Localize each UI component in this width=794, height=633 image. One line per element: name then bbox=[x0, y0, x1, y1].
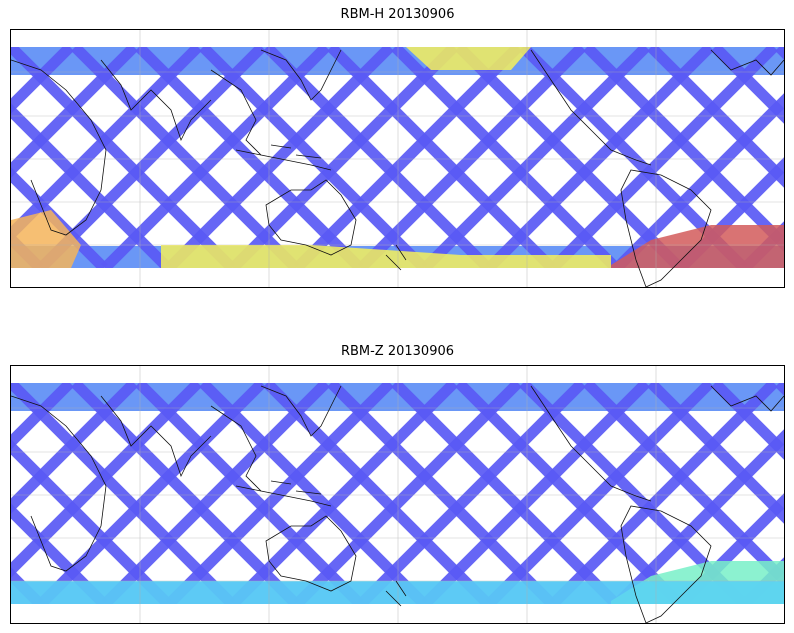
descending-track bbox=[711, 383, 784, 460]
map-canvas-rbm-h bbox=[11, 30, 784, 287]
graticule bbox=[11, 30, 784, 287]
descending-track bbox=[391, 383, 620, 604]
descending-track bbox=[263, 47, 492, 268]
descending-track bbox=[391, 47, 620, 268]
coastline-segment bbox=[235, 480, 322, 495]
coastline-segment bbox=[235, 144, 322, 159]
coastlines bbox=[11, 385, 784, 623]
descending-track bbox=[327, 47, 556, 268]
map-canvas-rbm-z bbox=[11, 366, 784, 623]
hotspot-south-atlantic-south bbox=[611, 225, 784, 268]
coastline-segment bbox=[385, 580, 407, 607]
ascending-track bbox=[37, 47, 266, 268]
descending-track bbox=[11, 503, 108, 604]
ascending-track bbox=[11, 47, 138, 178]
coastline-segment bbox=[710, 385, 784, 412]
coastline-segment bbox=[265, 179, 357, 256]
ascending-track bbox=[613, 429, 784, 604]
ascending-track bbox=[11, 47, 74, 114]
descending-track bbox=[11, 103, 172, 268]
hotspot-north-pacific-top bbox=[406, 47, 531, 70]
ascending-track bbox=[11, 383, 202, 578]
coastline-segment bbox=[710, 49, 784, 76]
ascending-track bbox=[293, 383, 522, 604]
ascending-track bbox=[549, 47, 778, 268]
coastline-segment bbox=[210, 405, 332, 507]
ascending-track bbox=[485, 383, 714, 604]
descending-track bbox=[327, 383, 556, 604]
coastline-segment bbox=[530, 385, 652, 502]
coastline-segment bbox=[210, 69, 332, 171]
descending-track bbox=[11, 47, 236, 268]
descending-track bbox=[135, 383, 364, 604]
descending-track bbox=[71, 47, 300, 268]
ascending-track bbox=[165, 47, 394, 268]
ascending-track bbox=[421, 383, 650, 604]
coastline-segment bbox=[100, 395, 212, 478]
hotspot-southern-indian-edge bbox=[11, 210, 81, 268]
graticule bbox=[11, 366, 784, 623]
hotspot-south-pacific-band bbox=[161, 245, 611, 268]
coastline-segment bbox=[620, 505, 712, 623]
map-rbm-z bbox=[10, 365, 785, 624]
coastline-segment bbox=[620, 169, 712, 287]
panel-title-rbm-z: RBM-Z 20130906 bbox=[340, 344, 455, 359]
descending-track bbox=[11, 439, 172, 604]
coastline-segment bbox=[260, 385, 342, 437]
descending-track bbox=[135, 47, 364, 268]
ascending-track bbox=[229, 383, 458, 604]
coastline-segment bbox=[100, 59, 212, 142]
ascending-track bbox=[549, 383, 778, 604]
coastlines bbox=[11, 49, 784, 287]
hotspot-southern-band bbox=[11, 581, 784, 604]
descending-track bbox=[647, 47, 784, 188]
ascending-track bbox=[229, 47, 458, 268]
descending-track bbox=[11, 383, 236, 604]
ascending-track bbox=[37, 383, 266, 604]
descending-track bbox=[711, 47, 784, 124]
descending-track bbox=[71, 383, 300, 604]
coastline-segment bbox=[260, 49, 342, 101]
ascending-track bbox=[165, 383, 394, 604]
descending-track bbox=[647, 383, 784, 524]
ascending-track bbox=[11, 383, 138, 514]
panel-title-rbm-h: RBM-H 20130906 bbox=[340, 7, 455, 22]
coastline-segment bbox=[265, 515, 357, 592]
coastline-segment bbox=[11, 395, 107, 572]
descending-track bbox=[263, 383, 492, 604]
ascending-track bbox=[101, 47, 330, 268]
coastline-segment bbox=[385, 244, 407, 271]
satellite-swath-layer bbox=[11, 383, 784, 604]
ascending-track bbox=[485, 47, 714, 268]
descending-track bbox=[455, 383, 684, 604]
satellite-swath-layer bbox=[11, 47, 784, 268]
descending-track bbox=[455, 47, 684, 268]
coastline-segment bbox=[11, 59, 107, 236]
ascending-track bbox=[613, 93, 784, 268]
ascending-track bbox=[421, 47, 650, 268]
ascending-track bbox=[293, 47, 522, 268]
map-rbm-h bbox=[10, 29, 785, 288]
ascending-track bbox=[11, 383, 74, 450]
ascending-track bbox=[101, 383, 330, 604]
coastline-segment bbox=[530, 49, 652, 166]
